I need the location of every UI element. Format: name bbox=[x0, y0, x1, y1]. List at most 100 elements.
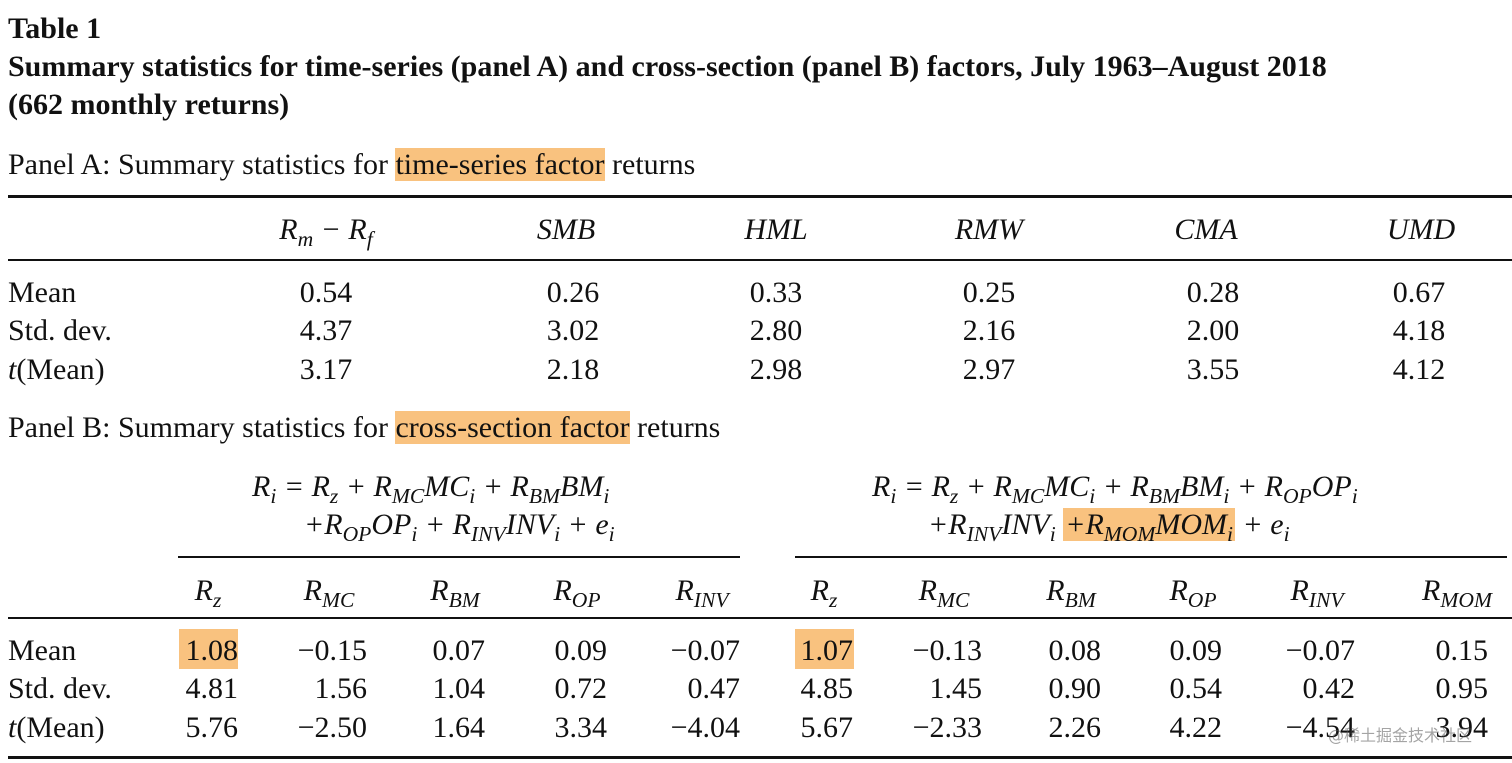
momentum-term-highlight: +RMOMMOMi bbox=[1063, 508, 1236, 546]
t-stat-symbol: t bbox=[8, 711, 17, 744]
panel-a-row-label-tmean: t(Mean) bbox=[8, 351, 105, 389]
panel-b-model1-rule bbox=[178, 556, 740, 558]
panel-b-cell: 0.72 bbox=[554, 672, 608, 705]
panel-b-header-rmc-2: RMC bbox=[918, 574, 970, 612]
panel-b-model2-equation-line1: Ri = Rz + RMCMCi + RBMBMi + ROPOPi bbox=[872, 470, 1358, 508]
panel-b-cell: 0.54 bbox=[1169, 672, 1223, 705]
panel-b-header-rinv: RINV bbox=[675, 574, 729, 612]
panel-b-cell: 2.26 bbox=[1048, 711, 1102, 744]
panel-b-cell: −4.54 bbox=[1285, 711, 1355, 744]
panel-a-header-hml: HML bbox=[744, 213, 808, 246]
panel-a-header-smb: SMB bbox=[536, 213, 596, 246]
panel-b-header-rmc: RMC bbox=[303, 574, 355, 612]
t-stat-suffix: (Mean) bbox=[16, 353, 105, 386]
panel-b-row-label-mean: Mean bbox=[8, 634, 77, 667]
panel-b-model2-equation-line2: +RINVINVi +RMOMMOMi + ei bbox=[928, 508, 1290, 546]
panel-b-cell: −2.33 bbox=[912, 711, 982, 744]
panel-b-cell: 1.45 bbox=[929, 672, 983, 705]
panel-a-cell: 0.54 bbox=[299, 276, 353, 309]
panel-b-cell: 3.34 bbox=[554, 711, 608, 744]
panel-a-cell: 0.26 bbox=[546, 276, 600, 309]
panel-b-cell: −4.04 bbox=[670, 711, 740, 744]
panel-b-cell: 0.07 bbox=[432, 634, 486, 667]
intercept-highlight-model2 bbox=[795, 629, 854, 669]
panel-a-cell: 2.97 bbox=[962, 353, 1016, 386]
panel-b-title: Panel B: Summary statistics for cross-se… bbox=[8, 409, 720, 447]
panel-b-cell: 1.64 bbox=[432, 711, 486, 744]
panel-b-cell: 4.22 bbox=[1169, 711, 1223, 744]
panel-b-cell: −0.15 bbox=[297, 634, 367, 667]
panel-a-header-rm-rf: Rm − Rf bbox=[279, 213, 373, 251]
panel-a-header-cma: CMA bbox=[1174, 213, 1238, 246]
panel-a-cell: 2.98 bbox=[749, 353, 803, 386]
panel-a-cell: 3.02 bbox=[546, 314, 600, 347]
panel-a-row-label-stddev: Std. dev. bbox=[8, 314, 112, 347]
panel-a-cell: 4.12 bbox=[1392, 353, 1446, 386]
t-stat-symbol: t bbox=[8, 353, 17, 386]
panel-a-cell: 4.37 bbox=[299, 314, 353, 347]
panel-b-cell: 1.04 bbox=[432, 672, 486, 705]
panel-b-cell: 0.42 bbox=[1302, 672, 1356, 705]
panel-b-cell: 4.81 bbox=[185, 672, 239, 705]
panel-b-cell: 0.09 bbox=[1169, 634, 1223, 667]
panel-b-header-rbm: RBM bbox=[430, 574, 480, 612]
table-bottom-rule bbox=[8, 756, 1512, 759]
panel-a-cell: 2.80 bbox=[749, 314, 803, 347]
panel-b-model1-equation-line2: +ROPOPi + RINVINVi + ei bbox=[304, 508, 615, 546]
panel-b-cell: 1.08 bbox=[185, 634, 239, 667]
panel-b-cell: 0.95 bbox=[1435, 672, 1489, 705]
panel-b-header-rmom: RMOM bbox=[1422, 574, 1492, 612]
panel-b-title-highlight: cross-section factor bbox=[395, 411, 630, 444]
panel-a-cell: 4.18 bbox=[1392, 314, 1446, 347]
panel-a-cell: 3.55 bbox=[1186, 353, 1240, 386]
panel-b-model1-equation-line1: Ri = Rz + RMCMCi + RBMBMi bbox=[252, 470, 610, 508]
panel-a-header-rmw: RMW bbox=[954, 213, 1024, 246]
panel-a-header-rule bbox=[8, 259, 1512, 261]
panel-b-cell: 4.85 bbox=[800, 672, 854, 705]
panel-a-top-rule bbox=[8, 195, 1512, 198]
panel-b-title-suffix: returns bbox=[629, 411, 721, 444]
panel-b-header-rbm-2: RBM bbox=[1046, 574, 1096, 612]
panel-b-header-rop-2: ROP bbox=[1169, 574, 1217, 612]
intercept-highlight-model1 bbox=[179, 629, 238, 669]
panel-a-cell: 0.28 bbox=[1186, 276, 1240, 309]
panel-b-cell: 0.90 bbox=[1048, 672, 1102, 705]
panel-b-cell: 0.47 bbox=[687, 672, 741, 705]
panel-b-cell: 1.07 bbox=[800, 634, 854, 667]
panel-b-header-rop: ROP bbox=[553, 574, 601, 612]
panel-b-cell: −0.07 bbox=[670, 634, 740, 667]
table-caption-line2: (662 monthly returns) bbox=[8, 88, 290, 121]
panel-b-header-rz-2: Rz bbox=[810, 574, 838, 612]
panel-b-cell: 0.08 bbox=[1048, 634, 1102, 667]
panel-b-cell: −2.50 bbox=[297, 711, 367, 744]
table-label: Table 1 bbox=[8, 12, 102, 45]
panel-b-cell: 5.67 bbox=[800, 711, 854, 744]
panel-b-title-prefix: Panel B: Summary statistics for bbox=[8, 411, 396, 444]
panel-a-cell: 3.17 bbox=[299, 353, 353, 386]
panel-a-row-label-mean: Mean bbox=[8, 276, 77, 309]
panel-b-model2-rule bbox=[795, 556, 1507, 558]
panel-a-header-umd: UMD bbox=[1386, 213, 1456, 246]
panel-a-cell: 0.33 bbox=[749, 276, 803, 309]
panel-b-cell: 0.15 bbox=[1435, 634, 1489, 667]
panel-b-cell: −0.07 bbox=[1285, 634, 1355, 667]
panel-b-cell: 0.09 bbox=[554, 634, 608, 667]
panel-a-title-prefix: Panel A: Summary statistics for bbox=[8, 148, 396, 181]
panel-b-cell: 1.56 bbox=[314, 672, 368, 705]
panel-b-row-label-stddev: Std. dev. bbox=[8, 672, 112, 705]
watermark-text: @稀土掘金技术社区 bbox=[1328, 726, 1473, 745]
t-stat-suffix: (Mean) bbox=[16, 711, 105, 744]
panel-b-cell: −0.13 bbox=[912, 634, 982, 667]
table-caption-line1: Summary statistics for time-series (pane… bbox=[8, 50, 1327, 83]
panel-a-cell: 2.00 bbox=[1186, 314, 1240, 347]
panel-b-row-label-tmean: t(Mean) bbox=[8, 709, 105, 747]
panel-a-cell: 0.67 bbox=[1392, 276, 1446, 309]
panel-a-cell: 2.18 bbox=[546, 353, 600, 386]
panel-a-title: Panel A: Summary statistics for time-ser… bbox=[8, 146, 695, 184]
panel-b-cell: 5.76 bbox=[185, 711, 239, 744]
panel-b-header-rinv-2: RINV bbox=[1290, 574, 1344, 612]
panel-a-cell: 0.25 bbox=[962, 276, 1016, 309]
panel-b-header-rule bbox=[8, 617, 1512, 619]
panel-a-cell: 2.16 bbox=[962, 314, 1016, 347]
panel-a-title-suffix: returns bbox=[604, 148, 696, 181]
